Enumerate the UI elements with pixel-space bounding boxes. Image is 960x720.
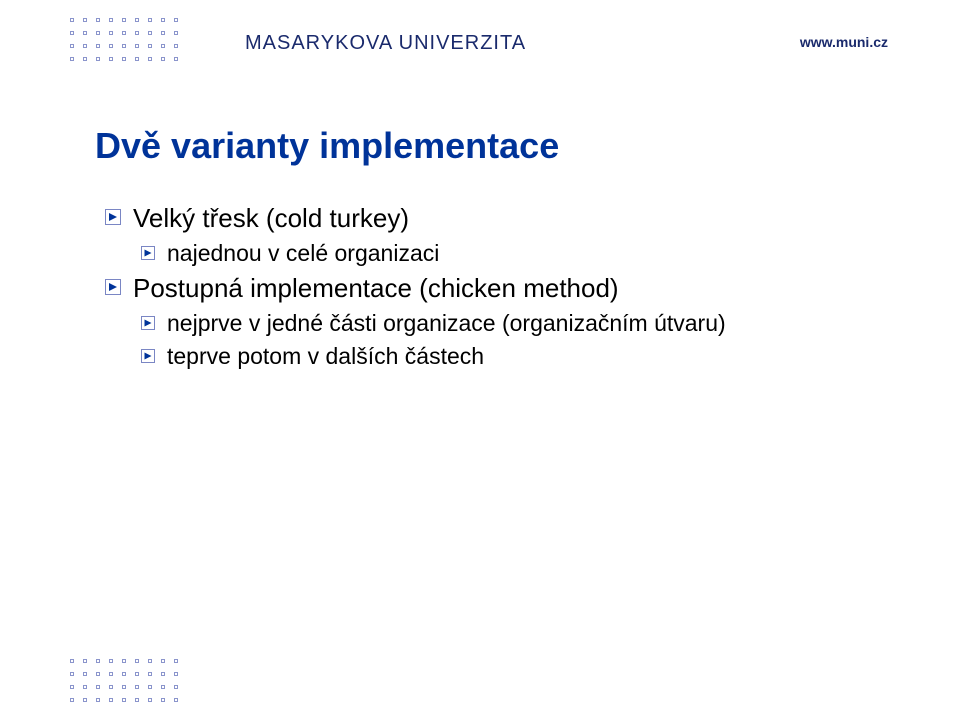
decorative-dot [96,685,100,689]
bullet-text: Postupná implementace (chicken method) [133,273,619,304]
decorative-dot [96,18,100,22]
decorative-dot [148,698,152,702]
decorative-dot [135,685,139,689]
decorative-dot [109,44,113,48]
decorative-dot [148,659,152,663]
decorative-dot [135,659,139,663]
decorative-dot [161,31,165,35]
decorative-dot [83,672,87,676]
decorative-dot [174,31,178,35]
decorative-dot [70,698,74,702]
decorative-dot [148,18,152,22]
bullet-text: najednou v celé organizaci [167,240,439,267]
decorative-dot [135,672,139,676]
site-url: www.muni.cz [800,34,888,50]
bullet-level-1: najednou v celé organizaci [141,240,890,267]
bullet-icon [105,279,121,295]
decorative-dot [70,659,74,663]
decorative-dot [109,57,113,61]
decorative-dot [161,57,165,61]
decorative-dot [161,44,165,48]
bullet-icon [141,246,155,260]
decorative-dot [122,44,126,48]
bullet-level-0: Velký třesk (cold turkey) [105,203,890,234]
decorative-dot [83,698,87,702]
decorative-dot [135,31,139,35]
decorative-dot [122,659,126,663]
decorative-dot [122,672,126,676]
decorative-dot [70,57,74,61]
decorative-dot [174,659,178,663]
decorative-dot [148,672,152,676]
decorative-dot [83,18,87,22]
decorative-dot [96,698,100,702]
bullet-level-1: nejprve v jedné části organizace (organi… [141,310,890,337]
decorative-dot [109,685,113,689]
decorative-dot [83,57,87,61]
bullet-level-1: teprve potom v dalších částech [141,343,890,370]
decorative-dot [122,698,126,702]
bullet-level-0: Postupná implementace (chicken method) [105,273,890,304]
decorative-dot [96,672,100,676]
decorative-dot [109,18,113,22]
decorative-dot [70,18,74,22]
decorative-dot [174,672,178,676]
decorative-dot [83,659,87,663]
decorative-dot [109,659,113,663]
bullet-text: Velký třesk (cold turkey) [133,203,409,234]
decorative-dot [161,698,165,702]
decorative-dot [122,18,126,22]
decorative-dot [148,685,152,689]
decorative-dot [96,57,100,61]
decorative-dot [96,659,100,663]
bullet-text: teprve potom v dalších částech [167,343,484,370]
decorative-dot [70,44,74,48]
bullet-icon [105,209,121,225]
slide-content: Dvě varianty implementace Velký třesk (c… [95,125,890,376]
decorative-dot [174,698,178,702]
decorative-dot [109,698,113,702]
slide-header: MASARYKOVA UNIVERZITA www.muni.cz [0,0,960,82]
university-name: MASARYKOVA UNIVERZITA [245,32,526,55]
decorative-dot [83,31,87,35]
decorative-dot [122,31,126,35]
slide-title: Dvě varianty implementace [95,125,890,167]
decorative-dot [122,685,126,689]
decorative-dot [161,672,165,676]
decorative-dot [135,698,139,702]
decorative-dot [148,44,152,48]
decorative-dot [174,18,178,22]
decorative-dot [83,44,87,48]
decorative-dot [96,31,100,35]
bullet-icon [141,349,155,363]
decorative-dot [109,31,113,35]
decorative-dot [135,57,139,61]
decorative-dot [70,672,74,676]
decorative-dot [161,18,165,22]
decorative-dot [148,31,152,35]
decorative-dot [70,31,74,35]
dot-grid-top [70,18,178,61]
decorative-dot [135,44,139,48]
decorative-dot [174,57,178,61]
decorative-dot [174,44,178,48]
decorative-dot [161,685,165,689]
decorative-dot [109,672,113,676]
decorative-dot [122,57,126,61]
decorative-dot [174,685,178,689]
dot-grid-bottom [70,659,178,702]
decorative-dot [96,44,100,48]
decorative-dot [135,18,139,22]
bullet-icon [141,316,155,330]
decorative-dot [70,685,74,689]
bullet-text: nejprve v jedné části organizace (organi… [167,310,726,337]
decorative-dot [83,685,87,689]
decorative-dot [148,57,152,61]
decorative-dot [161,659,165,663]
